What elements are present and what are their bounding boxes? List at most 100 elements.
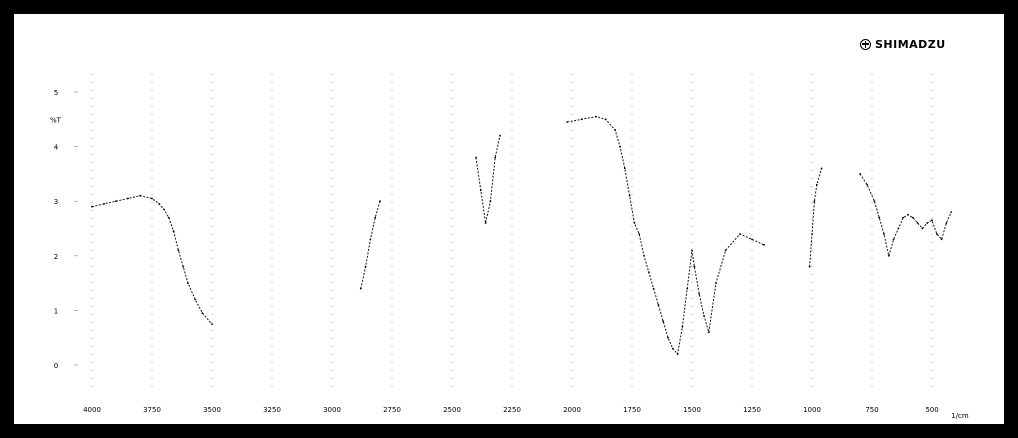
data-point (633, 222, 636, 224)
data-point (662, 320, 665, 323)
x-tick-label: 500 (925, 406, 938, 414)
data-point (628, 194, 631, 197)
data-point (931, 219, 933, 222)
data-point (878, 216, 881, 219)
shimadzu-logo-icon (860, 39, 871, 50)
data-point (902, 216, 905, 219)
data-point (866, 183, 869, 186)
data-point (921, 227, 924, 230)
y-tick-label: 2 (54, 253, 58, 261)
x-tick-label: 750 (865, 406, 878, 414)
data-point (499, 134, 501, 137)
data-point (686, 287, 689, 290)
data-point (623, 167, 626, 170)
data-point (479, 189, 482, 192)
x-tick-label: 3000 (323, 406, 341, 414)
data-point (715, 282, 717, 284)
y-axis-label: %T (50, 116, 62, 124)
x-tick-label: 1000 (803, 406, 821, 414)
data-point (667, 336, 669, 339)
ir-spectrum-chart: 4000 3750 3500 3250 3000 2750 2500 2250 2000 1750… (50, 74, 969, 420)
x-tick-label: 2250 (503, 406, 521, 414)
data-point (638, 233, 641, 235)
x-tick-label: 1500 (683, 406, 701, 414)
data-point (359, 287, 362, 290)
series-layer (91, 115, 953, 356)
x-axis-unit: 1/cm (951, 412, 969, 420)
data-point (703, 315, 705, 317)
data-point (681, 325, 684, 328)
y-tick-label: 1 (54, 307, 58, 315)
x-tick-label: 1250 (743, 406, 761, 414)
data-point (945, 222, 948, 224)
brand-name: SHIMADZU (875, 38, 946, 51)
y-tick-label: 5 (54, 89, 58, 97)
data-point (643, 254, 645, 257)
data-point (489, 200, 492, 203)
data-point (676, 353, 679, 355)
y-tick-label: 3 (54, 198, 58, 206)
data-point (935, 233, 938, 235)
data-point (167, 216, 170, 219)
data-point (177, 249, 180, 252)
data-point (657, 304, 660, 306)
data-point (364, 265, 367, 268)
data-point (808, 265, 811, 268)
data-point (883, 233, 885, 235)
spectrum-trace (859, 173, 952, 256)
data-point (194, 298, 197, 301)
data-point (887, 254, 890, 257)
x-tick-label: 2500 (443, 406, 461, 414)
data-point (698, 293, 701, 295)
data-point (652, 287, 655, 290)
data-point (163, 208, 165, 211)
data-point (647, 271, 650, 274)
data-point (158, 203, 161, 205)
x-tick-label: 1750 (623, 406, 641, 414)
data-point (103, 203, 105, 205)
data-point (813, 200, 816, 203)
data-point (916, 222, 919, 224)
data-point (950, 211, 953, 214)
data-point (619, 145, 621, 148)
data-point (907, 213, 909, 216)
brand-logo: SHIMADZU (860, 38, 946, 51)
tick-layer: 4000 3750 3500 3250 3000 2750 2500 2250 2000 1750… (54, 89, 939, 414)
data-point (763, 244, 765, 246)
data-point (580, 118, 583, 121)
data-point (873, 200, 876, 203)
data-point (811, 233, 813, 235)
data-point (566, 121, 569, 123)
data-point (892, 238, 895, 241)
data-point (693, 265, 696, 268)
data-point (751, 238, 753, 241)
data-point (139, 194, 141, 197)
data-point (739, 233, 741, 235)
data-point (859, 173, 861, 175)
data-point (595, 115, 597, 118)
y-tick-label: 4 (54, 144, 59, 152)
data-point (604, 118, 607, 121)
x-tick-label: 3750 (143, 406, 161, 414)
data-point (379, 200, 381, 203)
data-point (91, 205, 93, 208)
data-point (691, 249, 693, 252)
data-point (187, 282, 189, 284)
data-point (926, 222, 929, 224)
spectrum-trace (567, 116, 765, 356)
spectrum-panel: SHIMADZU 4000 3750 3500 3250 3000 2750 2500 225… (14, 14, 1004, 424)
data-point (127, 197, 129, 200)
x-tick-label: 2750 (383, 406, 401, 414)
spectrum-trace (91, 195, 213, 325)
data-point (172, 230, 175, 233)
data-point (614, 129, 617, 132)
data-point (911, 216, 914, 219)
data-point (494, 156, 497, 159)
spectrum-trace (360, 201, 381, 289)
data-point (369, 238, 372, 241)
data-point (211, 323, 213, 325)
x-tick-label: 3250 (263, 406, 281, 414)
grid-layer (91, 74, 933, 394)
data-point (707, 331, 710, 334)
data-point (115, 200, 117, 203)
